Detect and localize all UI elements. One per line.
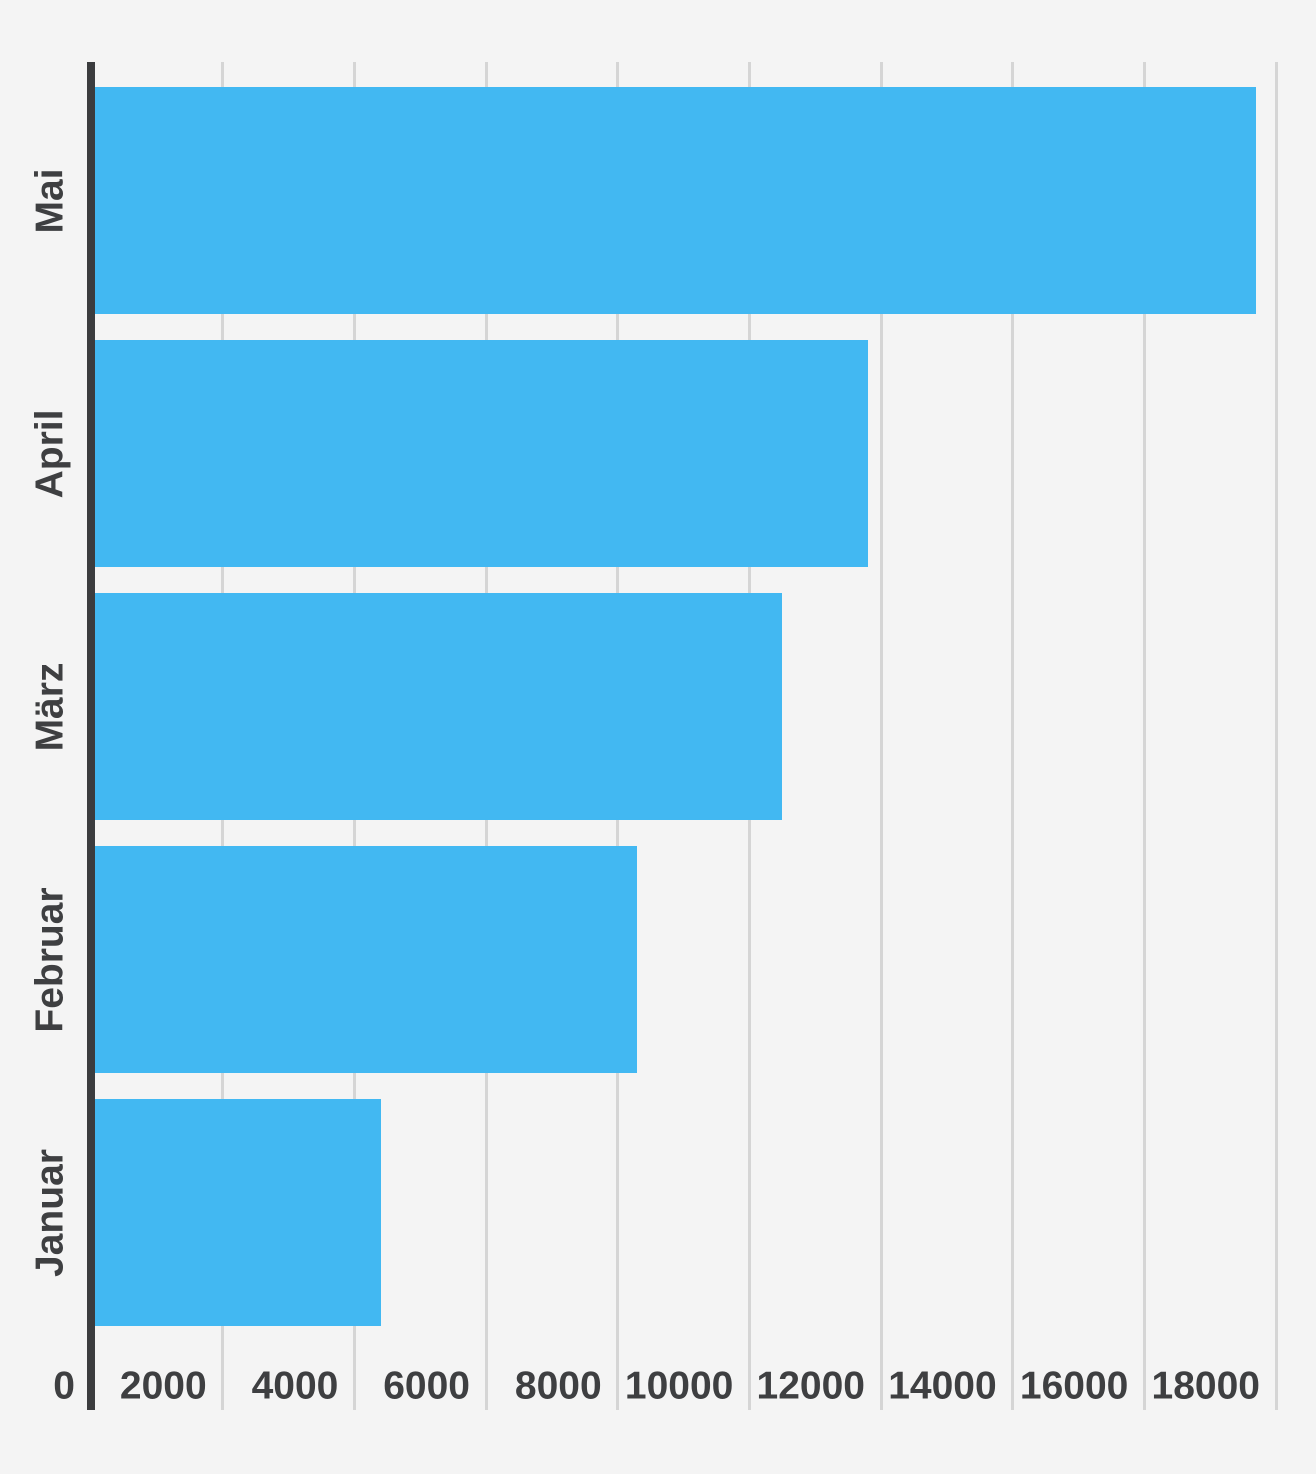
x-tick-label-8000: 8000 — [514, 1364, 602, 1408]
y-category-label-januar: Januar — [28, 1148, 72, 1277]
x-tick-label-6000: 6000 — [383, 1364, 470, 1408]
gridline — [879, 62, 883, 1410]
bar-april — [95, 340, 868, 567]
x-tick-label-14000: 14000 — [888, 1364, 997, 1408]
y-category-label-mai: Mai — [28, 167, 72, 234]
bar-märz — [95, 593, 782, 820]
y-category-label-april: April — [28, 409, 72, 498]
gridline — [1274, 62, 1278, 1410]
y-category-label-märz: März — [28, 662, 72, 751]
x-tick-label-16000: 16000 — [1019, 1364, 1129, 1408]
gridline — [1142, 62, 1146, 1410]
x-tick-label-18000: 18000 — [1151, 1364, 1260, 1408]
bar-februar — [95, 846, 637, 1073]
y-axis-line — [87, 62, 95, 1410]
x-tick-label-0: 0 — [53, 1364, 75, 1408]
bar-mai — [95, 87, 1256, 314]
x-tick-label-12000: 12000 — [756, 1364, 865, 1408]
gridline — [1011, 62, 1015, 1410]
x-tick-label-10000: 10000 — [624, 1364, 734, 1408]
y-category-label-februar: Februar — [28, 886, 72, 1033]
x-tick-label-4000: 4000 — [251, 1364, 339, 1408]
bar-januar — [95, 1099, 381, 1326]
x-tick-label-2000: 2000 — [119, 1364, 207, 1408]
